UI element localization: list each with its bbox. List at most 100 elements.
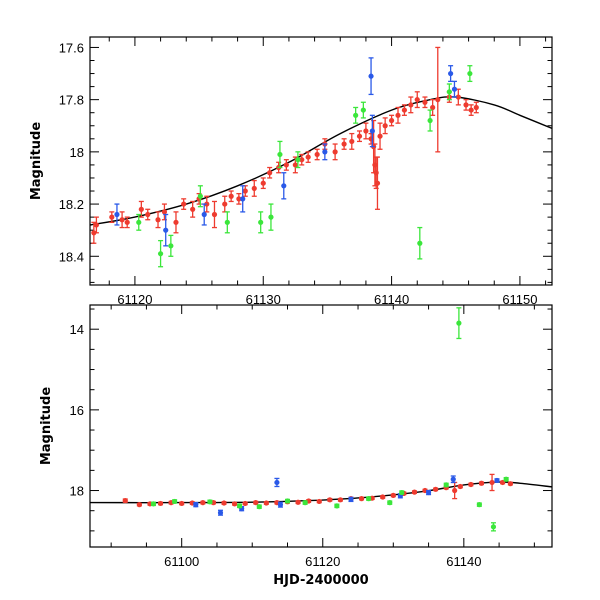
- top-blue-data-point: [322, 143, 328, 161]
- top-blue-data-point: [448, 65, 454, 83]
- bottom-green-data-point: [476, 502, 482, 508]
- marker: [358, 496, 365, 502]
- marker: [263, 500, 269, 506]
- top-red-data-point: [222, 195, 228, 213]
- top-green-data-point: [136, 213, 142, 231]
- top-blue-data-point: [369, 114, 375, 148]
- top-x-tick-label: 61130: [246, 292, 281, 307]
- marker: [163, 227, 169, 233]
- top-red-data-point: [314, 148, 320, 161]
- bottom-green-data-point: [456, 307, 462, 340]
- marker: [114, 211, 120, 218]
- top-red-data-point: [138, 200, 144, 218]
- marker: [494, 477, 500, 484]
- marker: [172, 498, 178, 505]
- marker: [489, 479, 495, 486]
- marker: [251, 185, 257, 192]
- top-red-data-point: [181, 198, 187, 210]
- bottom-blue-data-point: [277, 501, 284, 508]
- marker: [258, 219, 264, 225]
- bottom-red-data-point: [390, 492, 396, 498]
- bottom-red-data-point: [327, 497, 333, 503]
- top-red-data-point: [408, 96, 414, 114]
- marker: [427, 117, 433, 124]
- bottom-blue-data-point: [494, 477, 500, 484]
- top-y-tick-label: 18.4: [59, 249, 84, 264]
- marker: [161, 209, 168, 215]
- top-red-data-point: [401, 104, 408, 116]
- bottom-green-data-point: [284, 498, 291, 504]
- bottom-panel: 61100 61120 61140 14 16 18 Magnitude HJD-2400…: [39, 304, 553, 588]
- top-y-tick-label: 17.6: [59, 40, 84, 55]
- bottom-red-data-point: [380, 494, 386, 500]
- top-red-data-point: [242, 185, 248, 197]
- top-green-data-point: [427, 109, 433, 132]
- top-red-data-point: [283, 159, 289, 171]
- marker: [284, 498, 291, 504]
- marker: [382, 123, 388, 129]
- top-y-tick-label: 18: [70, 145, 84, 160]
- marker: [503, 476, 509, 482]
- bottom-red-data-point: [457, 483, 463, 490]
- top-red-data-point: [332, 143, 338, 161]
- marker: [157, 251, 164, 257]
- top-red-data-point: [91, 221, 97, 244]
- top-green-data-point: [353, 106, 359, 124]
- marker: [256, 504, 262, 510]
- marker: [179, 500, 185, 507]
- marker: [145, 211, 151, 218]
- marker: [242, 188, 248, 194]
- marker: [150, 501, 157, 507]
- marker: [360, 107, 366, 113]
- top-data-points: [91, 46, 479, 268]
- bottom-red-data-point: [433, 486, 439, 492]
- top-x-tick-label: 61120: [117, 292, 152, 307]
- marker: [411, 489, 418, 495]
- top-red-data-point: [473, 101, 479, 114]
- top-green-data-point: [197, 185, 203, 208]
- top-x-tick-label: 61150: [502, 292, 537, 307]
- top-green-data-point: [258, 211, 264, 234]
- top-plot-frame: [89, 36, 553, 286]
- top-green-data-point: [295, 151, 301, 169]
- top-red-data-point: [173, 211, 179, 234]
- bottom-red-data-point: [231, 501, 238, 507]
- top-red-data-point: [468, 104, 474, 116]
- marker: [366, 496, 372, 502]
- top-red-data-point: [388, 114, 395, 127]
- bottom-green-data-point: [399, 489, 405, 496]
- marker: [349, 138, 355, 145]
- bottom-y-tick-label: 14: [70, 322, 84, 337]
- bottom-red-data-point: [489, 473, 495, 492]
- bottom-green-data-point: [443, 482, 449, 488]
- bottom-red-data-point: [179, 500, 185, 507]
- marker: [322, 149, 328, 155]
- top-green-data-point: [467, 65, 473, 83]
- marker: [399, 489, 405, 496]
- top-panel: 61120 61130 61140 61150 17.6 17.8 18 18.2 18.4 M…: [29, 36, 553, 307]
- top-red-data-point: [119, 211, 125, 229]
- marker: [334, 503, 340, 509]
- marker: [222, 201, 228, 207]
- marker: [305, 154, 311, 160]
- marker: [374, 180, 381, 186]
- top-red-data-point: [109, 211, 115, 223]
- marker: [136, 219, 142, 225]
- top-red-data-point: [204, 195, 210, 213]
- marker: [295, 157, 301, 163]
- marker: [408, 102, 414, 108]
- marker: [388, 117, 395, 124]
- bottom-green-data-point: [236, 503, 243, 509]
- marker: [327, 497, 333, 503]
- top-red-data-point: [463, 99, 469, 111]
- marker: [417, 240, 423, 246]
- marker: [281, 183, 287, 189]
- top-y-tick-label: 18.2: [59, 197, 84, 212]
- top-model-curve: [89, 96, 553, 226]
- bottom-red-data-point: [411, 489, 418, 495]
- bottom-y-tick-label: 18: [70, 484, 84, 499]
- top-blue-data-point: [451, 80, 458, 98]
- bottom-x-tick-label: 61120: [305, 554, 340, 569]
- top-green-data-point: [157, 239, 164, 268]
